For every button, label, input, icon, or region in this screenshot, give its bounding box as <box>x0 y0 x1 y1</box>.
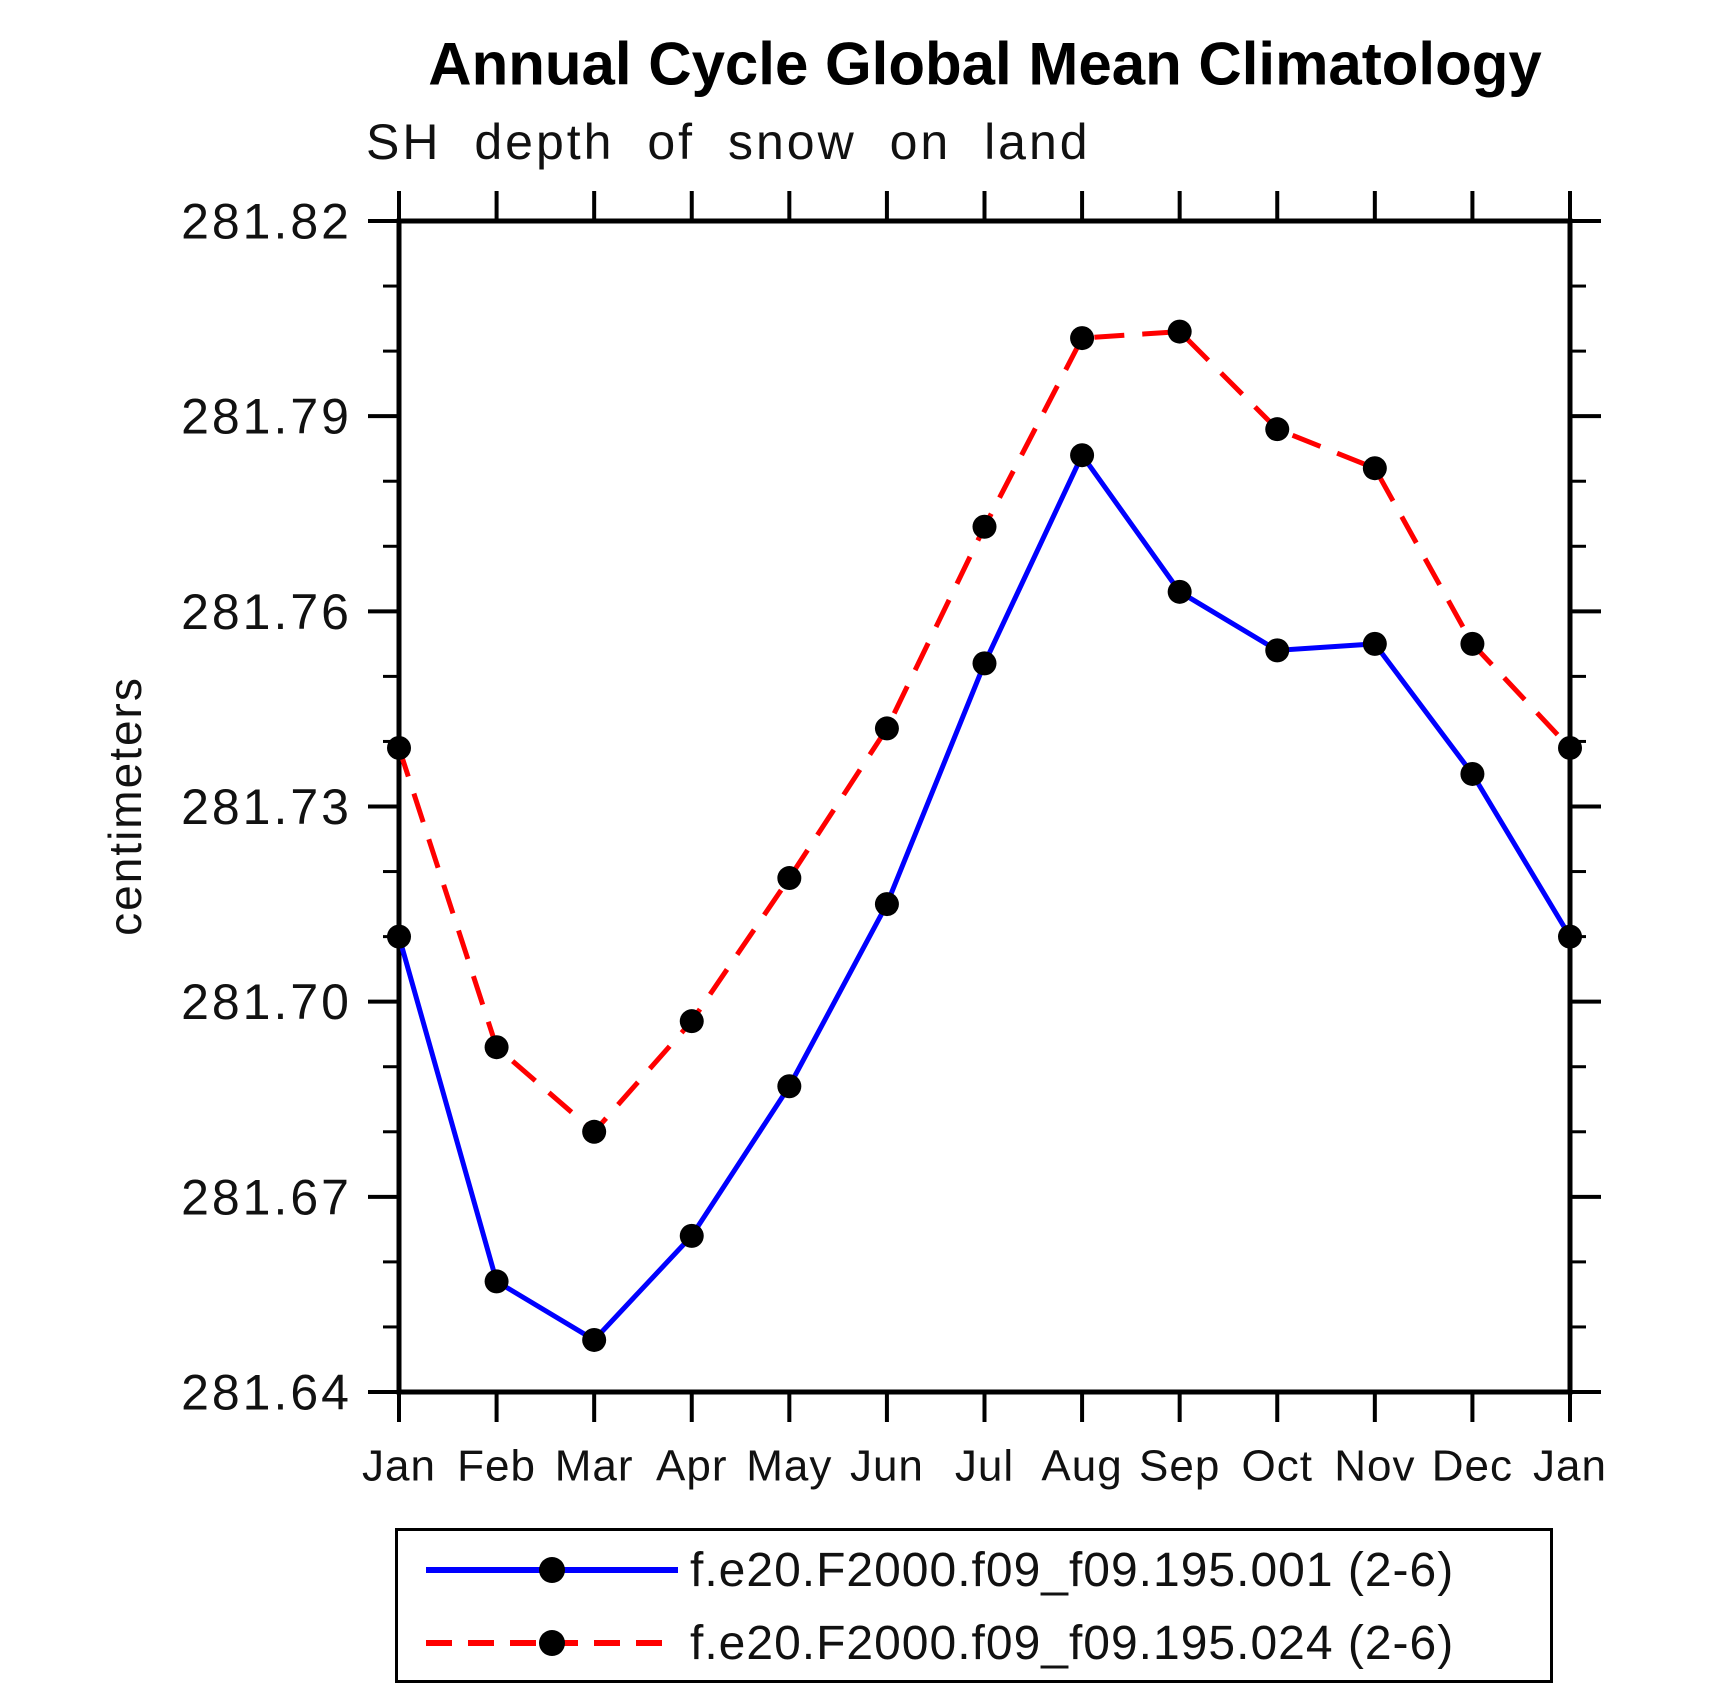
chart-title: Annual Cycle Global Mean Climatology <box>428 30 1542 98</box>
data-point-series1 <box>1070 443 1095 468</box>
data-point-series1 <box>1265 638 1290 663</box>
data-point-series2 <box>679 1009 704 1034</box>
y-tick-label: 281.67 <box>181 1169 352 1225</box>
data-point-series2 <box>1070 326 1095 351</box>
plot-frame <box>396 218 1573 1395</box>
data-point-series1 <box>387 924 411 949</box>
series-line-1 <box>396 450 1573 1344</box>
data-point-series2 <box>874 716 899 741</box>
data-point-series2 <box>387 735 411 760</box>
x-tick-label: Sep <box>1139 1441 1220 1490</box>
data-point-series1 <box>484 1269 509 1294</box>
x-tick-label: Nov <box>1334 1441 1415 1490</box>
data-point-series1 <box>1460 761 1485 786</box>
data-point-series2 <box>484 1035 509 1060</box>
legend-item-series1: f.e20.F2000.f09_f09.195.001 (2-6) <box>426 1539 1454 1601</box>
data-point-series2 <box>1460 631 1485 656</box>
x-tick-label: Jan <box>362 1441 436 1490</box>
data-point-series2 <box>777 866 802 891</box>
y-tick-label: 281.64 <box>181 1365 352 1421</box>
data-point-series2 <box>1362 456 1387 481</box>
data-point-series2 <box>1265 417 1290 442</box>
y-tick-label: 281.70 <box>181 974 352 1030</box>
y-tick-label: 281.79 <box>181 389 352 445</box>
legend-line-sample-series1 <box>426 1557 678 1583</box>
legend-line-sample-series2 <box>426 1630 678 1656</box>
data-point-series2 <box>1167 319 1192 344</box>
legend-item-series2: f.e20.F2000.f09_f09.195.024 (2-6) <box>426 1612 1454 1674</box>
legend-box: f.e20.F2000.f09_f09.195.001 (2-6) f.e20.… <box>395 1528 1553 1683</box>
y-tick-label: 281.73 <box>181 779 352 835</box>
data-point-series2 <box>972 514 997 539</box>
x-tick-label: Apr <box>656 1441 727 1490</box>
legend-label-series2: f.e20.F2000.f09_f09.195.024 (2-6) <box>690 1616 1455 1670</box>
chart-subtitle: SH depth of snow on land <box>366 114 1091 170</box>
x-tick-label: Mar <box>555 1441 634 1490</box>
x-tick-label: Dec <box>1432 1441 1513 1490</box>
y-tick-label: 281.82 <box>181 194 352 250</box>
data-point-series1 <box>1167 579 1192 604</box>
x-tick-label: Feb <box>457 1441 536 1490</box>
data-point-series1 <box>582 1327 607 1352</box>
data-point-series1 <box>1362 631 1387 656</box>
x-tick-label: Oct <box>1242 1441 1313 1490</box>
x-tick-label: Jan <box>1533 1441 1607 1490</box>
x-tick-label: Aug <box>1041 1441 1122 1490</box>
legend-marker-series2 <box>539 1630 565 1656</box>
x-tick-label: Jun <box>850 1441 924 1490</box>
data-point-series2 <box>582 1119 607 1144</box>
data-point-series1 <box>1558 924 1582 949</box>
data-point-series1 <box>972 651 997 676</box>
y-tick-label: 281.76 <box>181 584 352 640</box>
data-point-series1 <box>874 892 899 917</box>
data-point-series1 <box>777 1074 802 1099</box>
data-point-series1 <box>679 1223 704 1248</box>
legend-marker-series1 <box>539 1557 565 1583</box>
series-line-2 <box>396 329 1572 1136</box>
data-point-series2 <box>1558 735 1582 760</box>
legend-label-series1: f.e20.F2000.f09_f09.195.001 (2-6) <box>690 1543 1455 1597</box>
x-tick-label: Jul <box>955 1441 1014 1490</box>
x-tick-label: May <box>746 1441 832 1490</box>
